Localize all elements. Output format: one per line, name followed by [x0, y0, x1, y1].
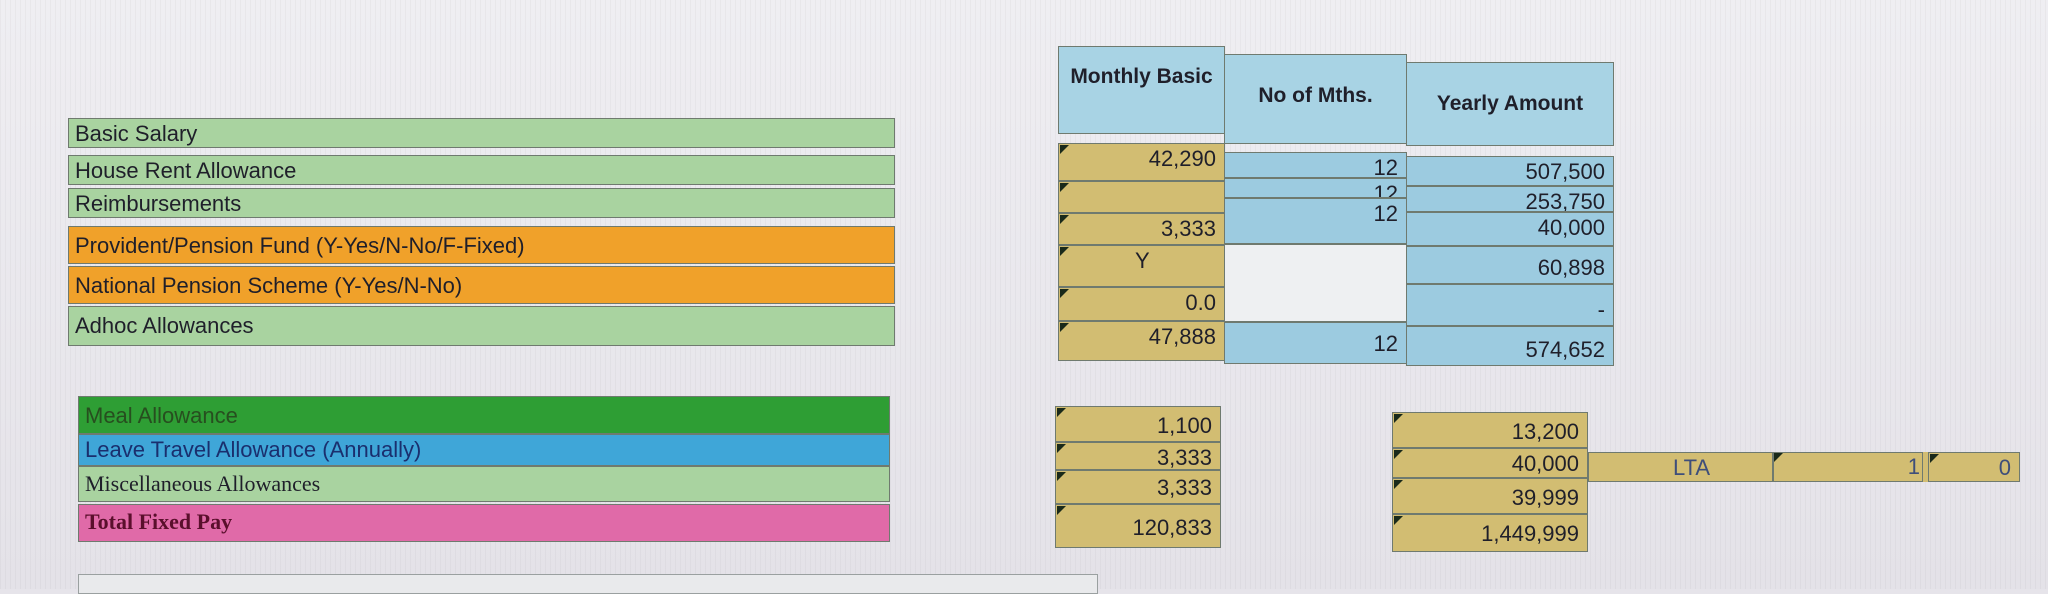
total-fixed-pay-yearly[interactable]: 1,449,999 [1392, 514, 1588, 552]
misc-allowance-monthly[interactable]: 3,333 [1055, 470, 1221, 504]
label-national-pension-scheme[interactable]: National Pension Scheme (Y-Yes/N-No) [68, 266, 895, 304]
yearly-basic[interactable]: 507,500 [1406, 156, 1614, 186]
monthly-hra-cell[interactable] [1058, 181, 1225, 213]
lta-side-label[interactable]: LTA [1588, 452, 1773, 482]
header-no-of-months: No of Mths. [1224, 54, 1407, 144]
label-provident-pension-fund[interactable]: Provident/Pension Fund (Y-Yes/N-No/F-Fix… [68, 226, 895, 264]
monthly-total-value[interactable]: 47,888 [1058, 321, 1225, 361]
label-total-fixed-pay[interactable]: Total Fixed Pay [78, 504, 890, 542]
label-adhoc-allowances[interactable]: Adhoc Allowances [68, 306, 895, 346]
label-house-rent-allowance[interactable]: House Rent Allowance [68, 155, 895, 185]
lta-side-count[interactable]: 1 [1773, 452, 1928, 482]
label-meal-allowance[interactable]: Meal Allowance [78, 396, 890, 434]
misc-allowance-yearly[interactable]: 39,999 [1392, 478, 1588, 514]
monthly-reimbursement-value[interactable]: 3,333 [1058, 213, 1225, 245]
yearly-adhoc[interactable]: - [1406, 284, 1614, 326]
nps-value-input[interactable]: 0.0 [1058, 287, 1225, 321]
months-blank-cell[interactable] [1224, 244, 1407, 322]
pf-flag-input[interactable]: Y [1058, 245, 1225, 287]
label-reimbursements[interactable]: Reimbursements [68, 188, 895, 218]
yearly-hra[interactable]: 253,750 [1406, 186, 1614, 212]
bottom-text-box[interactable] [78, 574, 1098, 594]
meal-allowance-monthly[interactable]: 1,100 [1055, 406, 1221, 442]
months-total[interactable]: 12 [1224, 322, 1407, 364]
label-leave-travel-allowance[interactable]: Leave Travel Allowance (Annually) [78, 434, 890, 466]
months-reimbursement[interactable]: 12 [1224, 198, 1407, 244]
yearly-pf[interactable]: 60,898 [1406, 246, 1614, 284]
monthly-basic-value[interactable]: 42,290 [1058, 143, 1225, 181]
lta-side-value[interactable]: 0 [1928, 452, 2020, 482]
months-hra[interactable]: 12 [1224, 178, 1407, 198]
label-miscellaneous-allowances[interactable]: Miscellaneous Allowances [78, 466, 890, 502]
meal-allowance-yearly[interactable]: 13,200 [1392, 412, 1588, 448]
lta-side-spacer[interactable] [1773, 452, 1923, 482]
months-basic[interactable]: 12 [1224, 152, 1407, 178]
lta-yearly[interactable]: 40,000 [1392, 448, 1588, 478]
total-fixed-pay-monthly[interactable]: 120,833 [1055, 504, 1221, 548]
header-monthly-basic: Monthly Basic [1058, 46, 1225, 134]
yearly-total[interactable]: 574,652 [1406, 326, 1614, 366]
lta-monthly[interactable]: 3,333 [1055, 442, 1221, 470]
label-basic-salary[interactable]: Basic Salary [68, 118, 895, 148]
lta-side-divider [1923, 452, 1931, 482]
yearly-reimbursement[interactable]: 40,000 [1406, 212, 1614, 246]
header-yearly-amount: Yearly Amount [1406, 62, 1614, 146]
